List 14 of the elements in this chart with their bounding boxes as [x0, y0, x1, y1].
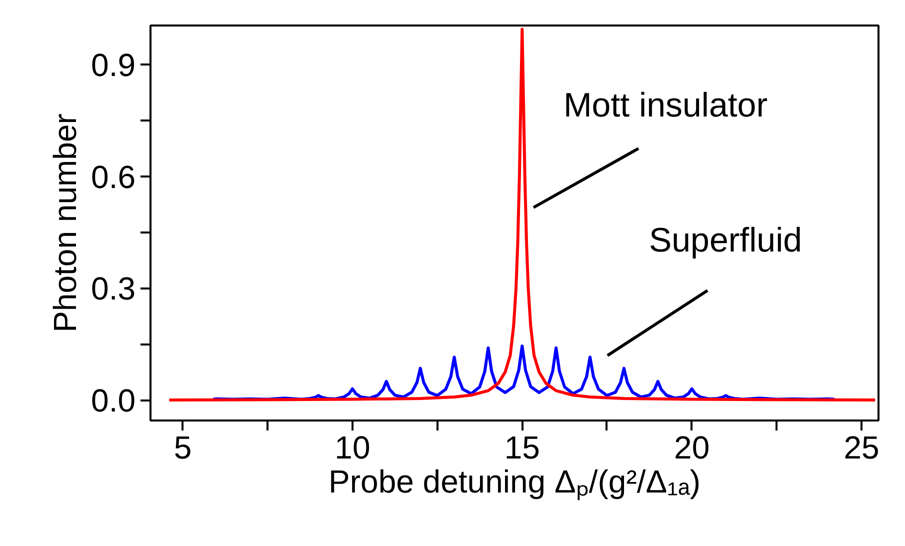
- y-tick-label: 0.6: [91, 158, 136, 195]
- x-tick-label: 5: [174, 430, 192, 466]
- x-axis-title: Probe detuning Δₚ/(g²/Δ₁ₐ): [328, 464, 700, 500]
- annotation: Mott insulator: [563, 86, 768, 124]
- line-series: [168, 28, 877, 402]
- x-tick-label: 15: [504, 430, 540, 466]
- y-tick-label: 0.3: [91, 270, 136, 307]
- x-tick-label: 20: [674, 430, 710, 466]
- x-tick-label: 10: [334, 430, 370, 466]
- y-axis-title: Photon number: [47, 113, 84, 332]
- y-tick-label: 0.9: [91, 47, 136, 84]
- y-tick-label: 0.0: [91, 382, 136, 419]
- annotation: Superfluid: [648, 222, 802, 260]
- x-tick-label: 25: [844, 430, 880, 466]
